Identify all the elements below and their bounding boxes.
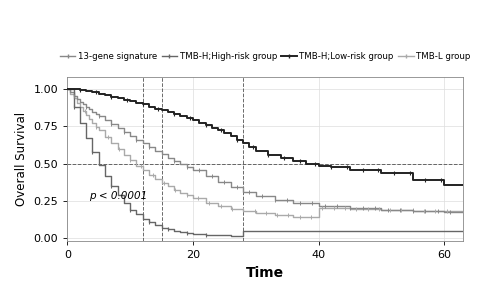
Text: p < 0.0001: p < 0.0001 [89,191,148,201]
Y-axis label: Overall Survival: Overall Survival [15,112,28,206]
Legend: 13-gene signature, TMB-H;High-risk group, TMB-H;Low-risk group, TMB-L group: 13-gene signature, TMB-H;High-risk group… [56,48,474,64]
X-axis label: Time: Time [246,266,284,280]
